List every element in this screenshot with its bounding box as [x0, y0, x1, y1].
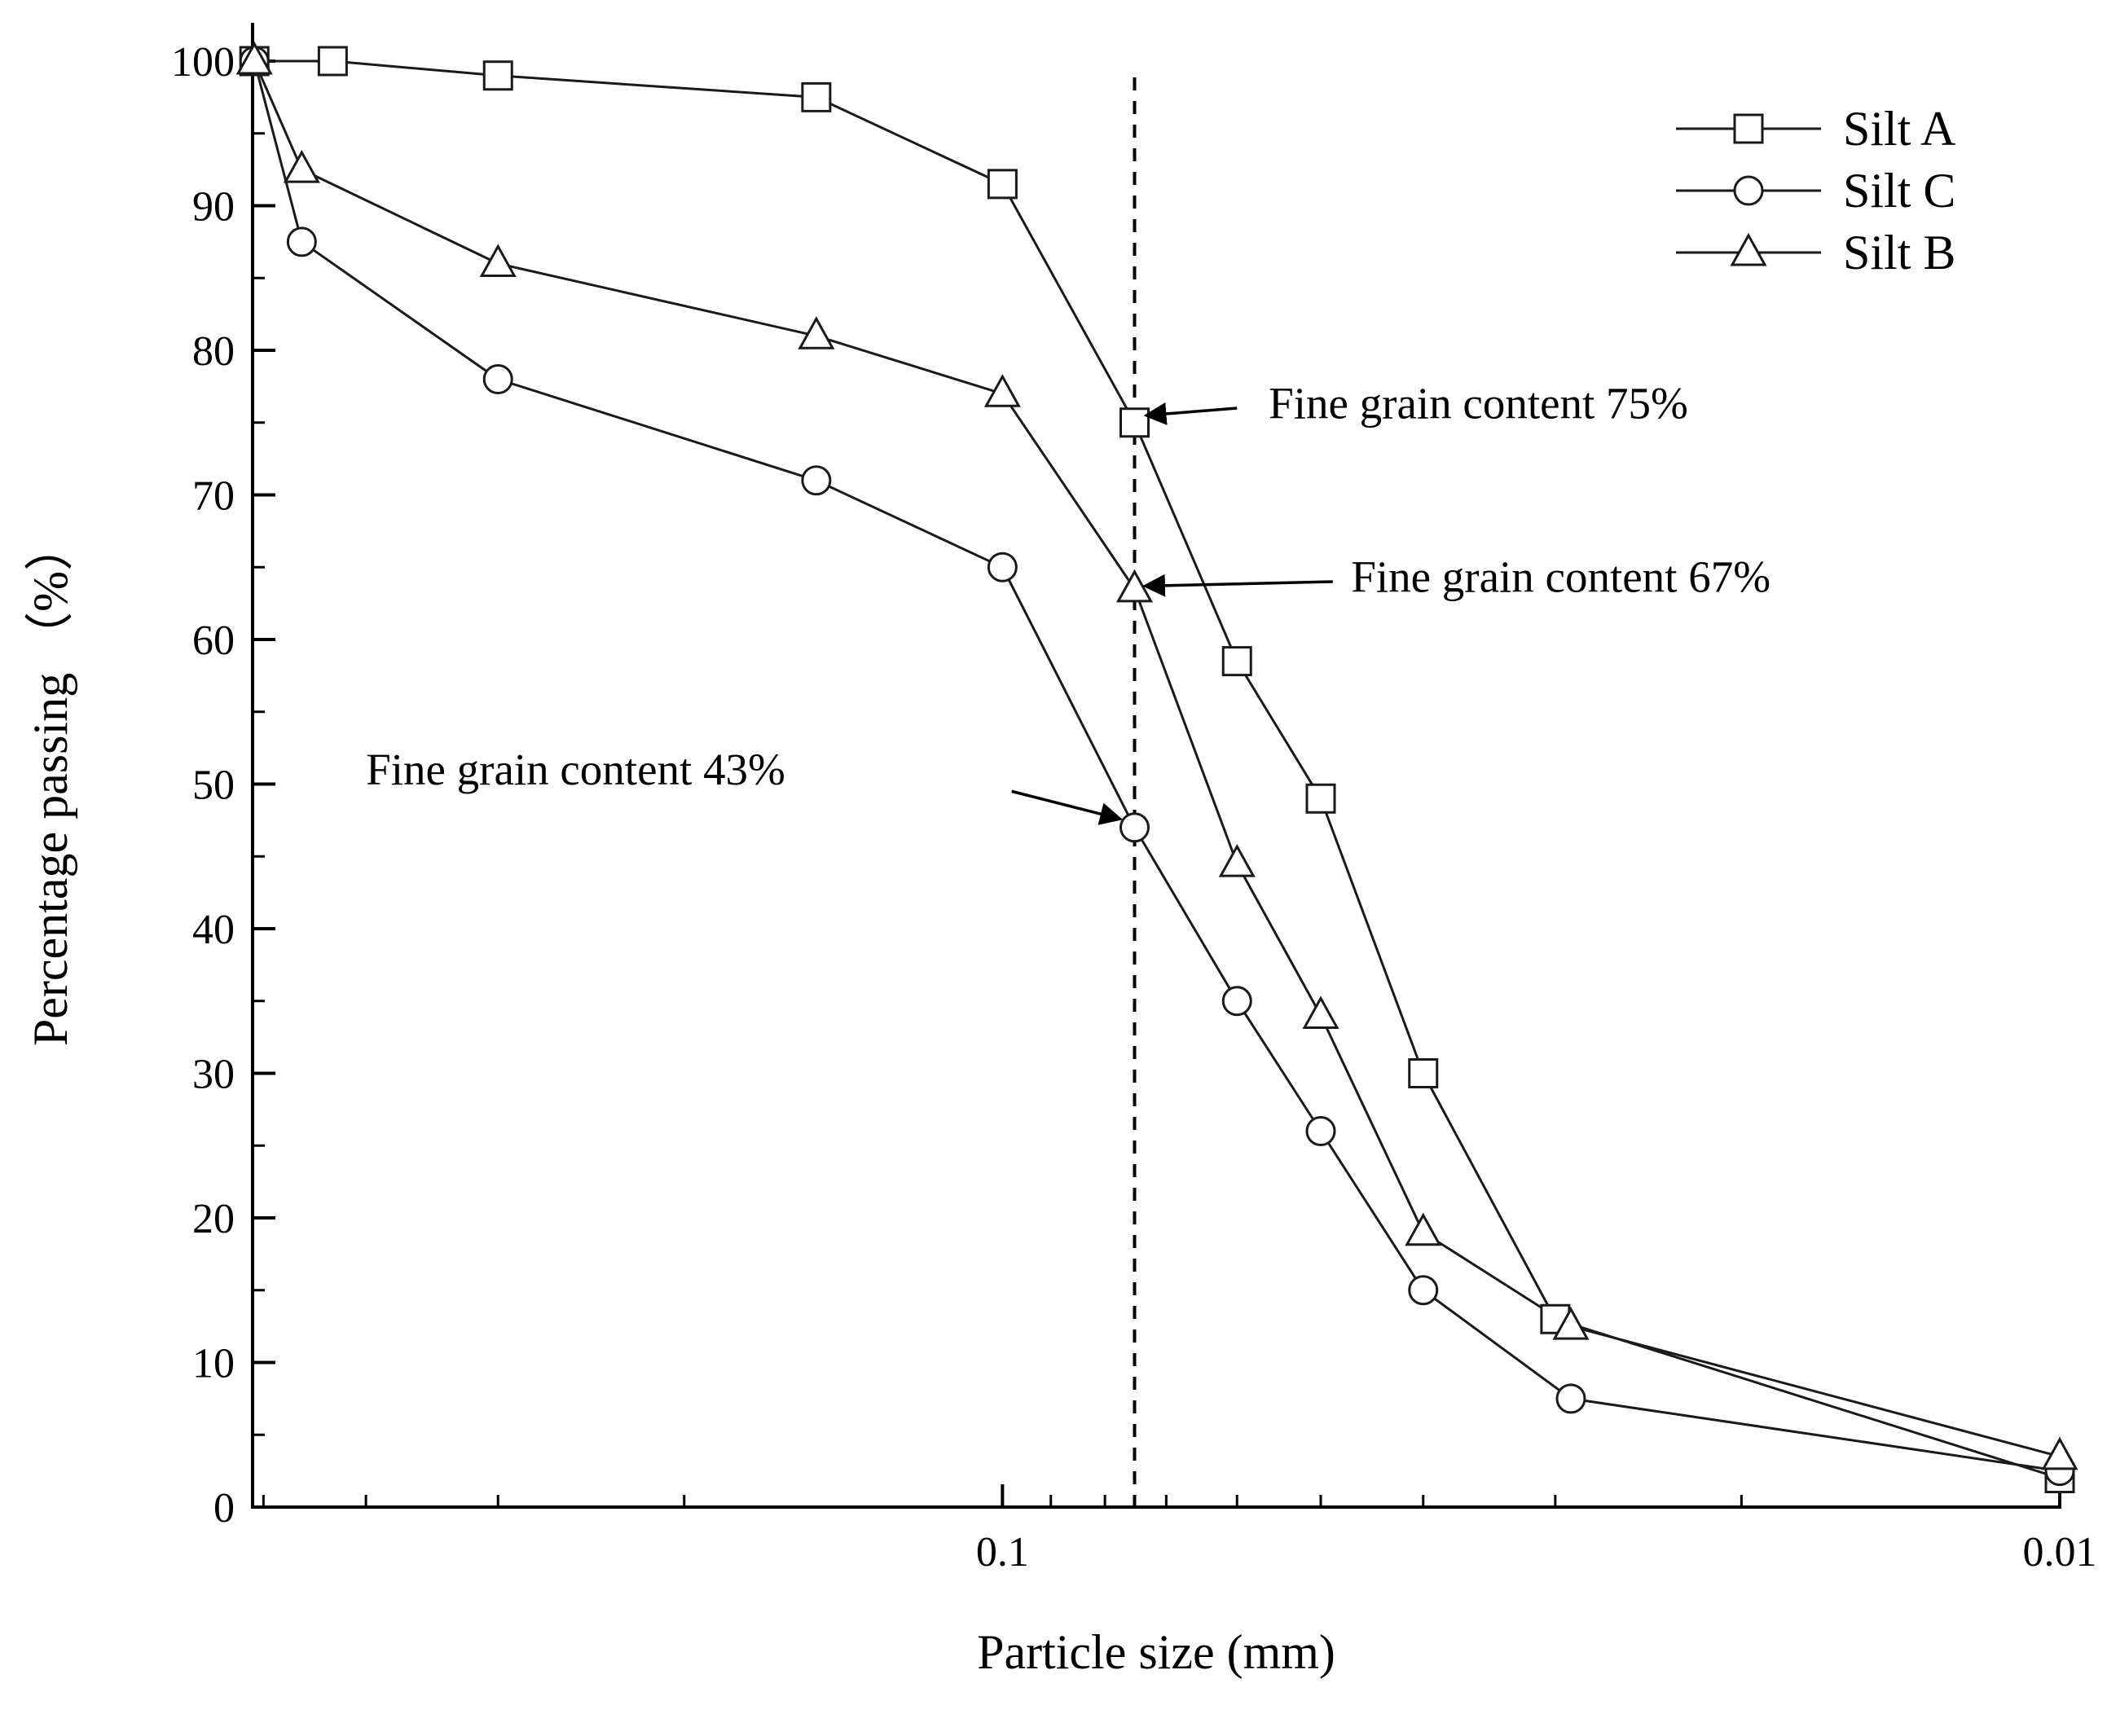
y-tick-label: 50 — [192, 763, 235, 809]
data-point-silt-b — [798, 316, 835, 349]
annotation-arrow — [1011, 789, 1124, 825]
legend-label: Silt C — [1843, 164, 1955, 218]
data-point-silt-a — [987, 169, 1018, 200]
data-point-silt-c — [1221, 986, 1252, 1017]
data-point-silt-b — [479, 244, 517, 277]
data-point-silt-a — [1305, 783, 1336, 814]
y-tick-label: 100 — [171, 39, 235, 86]
data-point-silt-a — [1408, 1058, 1439, 1088]
data-point-silt-c — [482, 364, 513, 394]
annotation-label: Fine grain content 67% — [1351, 552, 1770, 602]
data-point-silt-c — [1555, 1383, 1586, 1414]
x-tick-label: 0.1 — [976, 1529, 1029, 1576]
annotation-label: Fine grain content 43% — [366, 745, 785, 794]
y-tick-label: 20 — [192, 1196, 235, 1242]
annotation-arrow — [1141, 574, 1333, 597]
y-axis-title: Percentage passing （%） — [24, 522, 77, 1046]
y-tick-label: 10 — [192, 1341, 235, 1387]
x-axis-title: Particle size (mm) — [977, 1625, 1335, 1679]
data-point-silt-a — [801, 81, 832, 112]
y-tick-label: 70 — [192, 473, 235, 520]
x-tick-label: 0.01 — [2023, 1529, 2097, 1576]
legend-marker-square — [1733, 113, 1764, 144]
legend-marker-circle — [1733, 175, 1764, 206]
y-tick-label: 90 — [192, 184, 235, 231]
data-point-silt-b — [1552, 1307, 1590, 1340]
data-point-silt-a — [1221, 646, 1252, 677]
legend-label: Silt A — [1843, 102, 1955, 156]
y-tick-label: 30 — [192, 1052, 235, 1098]
data-point-silt-c — [987, 552, 1018, 582]
data-point-silt-b — [235, 41, 273, 75]
data-point-silt-a — [317, 46, 348, 77]
data-point-silt-a — [1119, 407, 1150, 438]
annotation-label: Fine grain content 75% — [1269, 379, 1688, 429]
data-point-silt-c — [286, 226, 317, 257]
data-point-silt-b — [1302, 995, 1339, 1029]
data-point-silt-c — [1305, 1116, 1336, 1146]
data-point-silt-b — [2041, 1436, 2078, 1470]
y-tick-label: 80 — [192, 328, 235, 375]
data-point-silt-b — [1218, 844, 1256, 877]
legend-marker-triangle — [1730, 232, 1767, 266]
data-point-silt-b — [983, 374, 1021, 407]
data-point-silt-b — [283, 150, 320, 183]
y-tick-label: 60 — [192, 617, 235, 664]
data-point-silt-c — [1408, 1275, 1439, 1306]
data-point-silt-c — [1119, 812, 1150, 843]
annotation-arrow — [1143, 402, 1238, 425]
y-tick-label: 40 — [192, 907, 235, 953]
legend-label: Silt B — [1843, 226, 1955, 279]
data-point-silt-b — [1405, 1212, 1442, 1246]
y-tick-label: 0 — [213, 1485, 235, 1532]
data-point-silt-a — [482, 60, 513, 91]
data-point-silt-c — [801, 465, 832, 496]
